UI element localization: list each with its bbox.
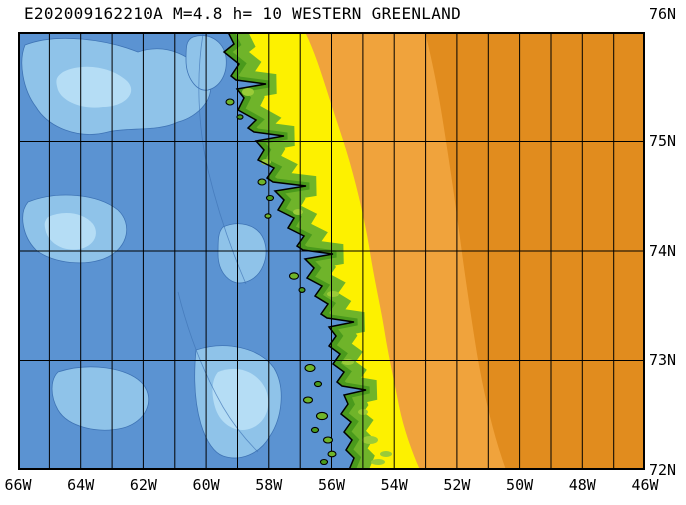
island bbox=[265, 194, 275, 202]
longitude-axis: 66W 64W 62W 60W 58W 56W 54W 52W 50W 48W … bbox=[0, 476, 686, 498]
map-frame bbox=[18, 32, 645, 470]
grid-lines-horizontal bbox=[18, 141, 645, 361]
map-svg bbox=[18, 32, 645, 470]
bathymetry-contours bbox=[177, 33, 259, 453]
bathymetry-contour bbox=[177, 291, 259, 453]
island bbox=[288, 272, 300, 280]
island bbox=[302, 396, 314, 404]
map-canvas bbox=[18, 32, 645, 470]
lat-tick-label-75n: 75N bbox=[649, 132, 677, 150]
lon-tick-label-60w: 60W bbox=[192, 476, 220, 494]
lowland-green-patch bbox=[293, 209, 303, 215]
lon-tick-label-56w: 56W bbox=[317, 476, 346, 494]
lon-tick-label-66w: 66W bbox=[4, 476, 32, 494]
lowland-green-patch bbox=[380, 451, 392, 457]
latitude-axis: 76N 75N 74N 73N 72N bbox=[649, 0, 686, 505]
lon-tick-label-46w: 46W bbox=[631, 476, 659, 494]
island bbox=[319, 458, 329, 466]
lat-tick-label-74n: 74N bbox=[649, 242, 677, 260]
lat-tick-label-76n: 76N bbox=[649, 5, 677, 23]
bathymetry-patch-inner bbox=[212, 368, 269, 430]
map-title: E202009162210A M=4.8 h= 10 WESTERN GREEN… bbox=[24, 4, 462, 23]
island bbox=[257, 178, 267, 186]
lon-tick-label-64w: 64W bbox=[67, 476, 95, 494]
lon-tick-label-54w: 54W bbox=[380, 476, 408, 494]
island bbox=[315, 411, 329, 421]
island bbox=[236, 114, 244, 120]
lon-tick-label-58w: 58W bbox=[255, 476, 283, 494]
lon-tick-label-52w: 52W bbox=[443, 476, 471, 494]
lowland-green-patch bbox=[327, 291, 339, 297]
lowland-green-patch bbox=[362, 436, 378, 444]
lowland-green-patch bbox=[242, 88, 254, 96]
bathymetry-contour bbox=[198, 33, 247, 285]
bathymetry-patch-inner bbox=[44, 212, 96, 250]
lon-tick-label-48w: 48W bbox=[568, 476, 596, 494]
islands bbox=[225, 98, 337, 466]
bathymetry-patch bbox=[217, 223, 267, 284]
coastline bbox=[222, 32, 367, 470]
lon-tick-label-62w: 62W bbox=[129, 476, 157, 494]
lowland-green-patch bbox=[342, 359, 354, 365]
island bbox=[322, 436, 334, 444]
bathymetry-patch bbox=[51, 366, 150, 431]
island bbox=[327, 450, 337, 458]
lat-tick-label-72n: 72N bbox=[649, 461, 677, 479]
island bbox=[313, 380, 323, 388]
island bbox=[264, 213, 272, 219]
lat-tick-label-73n: 73N bbox=[649, 351, 677, 369]
bathymetry-patches bbox=[21, 35, 282, 459]
island bbox=[298, 287, 306, 293]
island bbox=[225, 98, 235, 106]
lon-tick-label-50w: 50W bbox=[506, 476, 534, 494]
island bbox=[310, 426, 320, 434]
island bbox=[304, 363, 316, 373]
lowland-green-patch bbox=[371, 459, 385, 465]
